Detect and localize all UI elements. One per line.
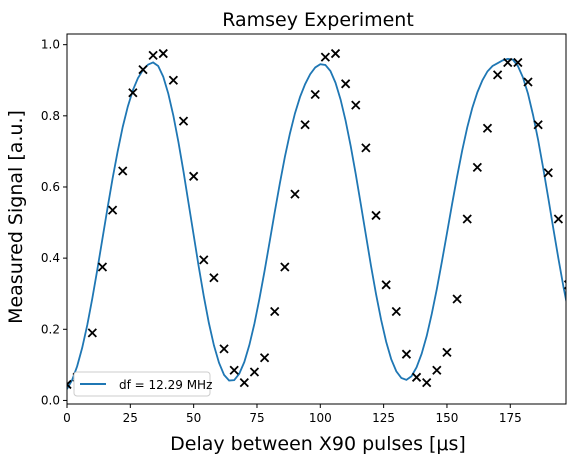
data-point-marker — [351, 100, 361, 110]
data-point-marker — [320, 52, 331, 62]
data-point-marker — [432, 365, 442, 375]
data-point-marker — [310, 89, 320, 100]
data-point-marker — [280, 262, 290, 272]
x-tick-label: 150 — [435, 411, 458, 425]
data-point-marker — [219, 344, 229, 354]
x-tick-label: 100 — [309, 411, 332, 425]
data-point-marker — [239, 378, 249, 388]
data-point-marker — [229, 365, 239, 375]
legend: df = 12.29 MHz — [73, 371, 212, 397]
data-point-marker — [361, 143, 371, 153]
y-tick-label: 0.2 — [41, 322, 60, 336]
x-axis-label: Delay between X90 pulses [μs] — [170, 433, 466, 455]
data-point-marker — [340, 79, 351, 89]
y-tick-label: 0.6 — [41, 180, 60, 194]
data-point-marker — [209, 273, 219, 283]
chart-title: Ramsey Experiment — [222, 9, 414, 31]
x-tick-label: 50 — [186, 411, 201, 425]
data-point-marker — [290, 189, 300, 199]
data-point-marker — [249, 367, 260, 377]
data-point-marker — [381, 280, 391, 290]
data-point-marker — [67, 379, 72, 390]
x-tick-label: 0 — [63, 411, 71, 425]
data-point-marker — [189, 171, 199, 181]
data-point-marker — [148, 50, 158, 60]
x-tick-label: 75 — [249, 411, 264, 425]
data-point-marker — [401, 349, 412, 359]
data-point-marker — [178, 116, 189, 126]
y-tick-label: 1.0 — [41, 38, 60, 52]
data-layer — [67, 48, 566, 390]
y-tick-label: 0.8 — [41, 109, 60, 123]
data-point-marker — [270, 306, 280, 317]
data-point-marker — [553, 214, 564, 224]
x-tick-label: 175 — [499, 411, 522, 425]
legend-label: df = 12.29 MHz — [119, 378, 212, 392]
data-point-marker — [128, 88, 138, 98]
data-point-marker — [472, 162, 482, 173]
x-tick-label: 125 — [372, 411, 395, 425]
y-axis-label: Measured Signal [a.u.] — [5, 110, 27, 324]
data-point-marker — [199, 255, 209, 265]
data-point-marker — [523, 77, 533, 87]
data-point-marker — [442, 347, 452, 358]
data-point-marker — [391, 306, 401, 317]
data-point-marker — [371, 210, 381, 221]
data-point-marker — [330, 48, 341, 59]
data-point-marker — [97, 262, 108, 272]
y-tick-label: 0.0 — [41, 393, 60, 407]
data-point-marker — [492, 70, 503, 80]
data-point-marker — [158, 48, 168, 59]
data-point-marker — [300, 120, 310, 130]
data-point-marker — [138, 64, 148, 75]
data-point-marker — [482, 123, 493, 133]
data-point-marker — [422, 378, 432, 388]
data-point-marker — [513, 57, 523, 68]
plot-area: 0 25 50 75 100 125 150 175 0.0 0.2 0.4 0.6 0.8 1.0 — [41, 33, 567, 425]
data-point-marker — [462, 214, 472, 224]
data-point-marker — [168, 75, 179, 85]
data-point-marker — [107, 205, 118, 215]
data-point-marker — [87, 328, 97, 338]
data-point-marker — [411, 372, 422, 382]
x-tick-label: 25 — [123, 411, 138, 425]
data-point-marker — [452, 294, 462, 304]
fit-series-line — [67, 57, 566, 390]
data-point-marker — [259, 353, 270, 363]
legend-box — [73, 371, 211, 397]
data-point-marker — [533, 120, 543, 130]
y-tick-label: 0.4 — [41, 251, 60, 265]
data-point-marker — [118, 166, 128, 176]
data-point-marker — [543, 168, 553, 178]
axes-frame — [66, 33, 567, 405]
data-point-marker — [503, 57, 513, 68]
